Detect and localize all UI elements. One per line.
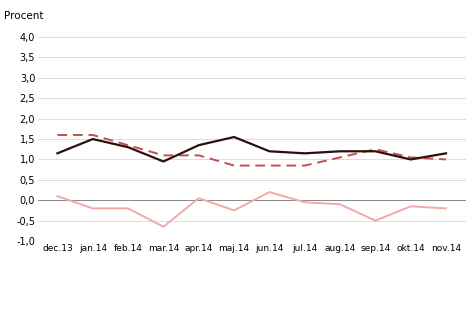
Sverige [266, 190, 272, 194]
Åland [266, 150, 272, 153]
Åland [372, 150, 378, 153]
Finland [337, 155, 343, 159]
Finland [443, 158, 449, 161]
Sverige [302, 201, 308, 204]
Finland [302, 164, 308, 167]
Finland [408, 155, 414, 159]
Finland [161, 154, 166, 157]
Line: Sverige: Sverige [57, 192, 446, 227]
Sverige [408, 205, 414, 208]
Sverige [372, 219, 378, 222]
Åland [443, 151, 449, 155]
Sverige [55, 194, 60, 198]
Åland [408, 158, 414, 161]
Sverige [90, 206, 95, 210]
Sverige [337, 202, 343, 206]
Åland [90, 137, 95, 141]
Text: Procent: Procent [4, 11, 43, 21]
Finland [196, 154, 201, 157]
Sverige [125, 206, 131, 210]
Sverige [196, 196, 201, 200]
Finland [372, 147, 378, 151]
Line: Åland: Åland [57, 137, 446, 162]
Åland [302, 151, 308, 155]
Finland [90, 133, 95, 137]
Åland [231, 135, 237, 139]
Finland [55, 133, 60, 137]
Sverige [161, 225, 166, 229]
Åland [55, 151, 60, 155]
Finland [125, 143, 131, 147]
Finland [266, 164, 272, 167]
Sverige [443, 206, 449, 210]
Åland [125, 145, 131, 149]
Åland [161, 160, 166, 163]
Åland [337, 150, 343, 153]
Åland [196, 143, 201, 147]
Finland [231, 164, 237, 167]
Sverige [231, 209, 237, 212]
Line: Finland: Finland [57, 135, 446, 166]
